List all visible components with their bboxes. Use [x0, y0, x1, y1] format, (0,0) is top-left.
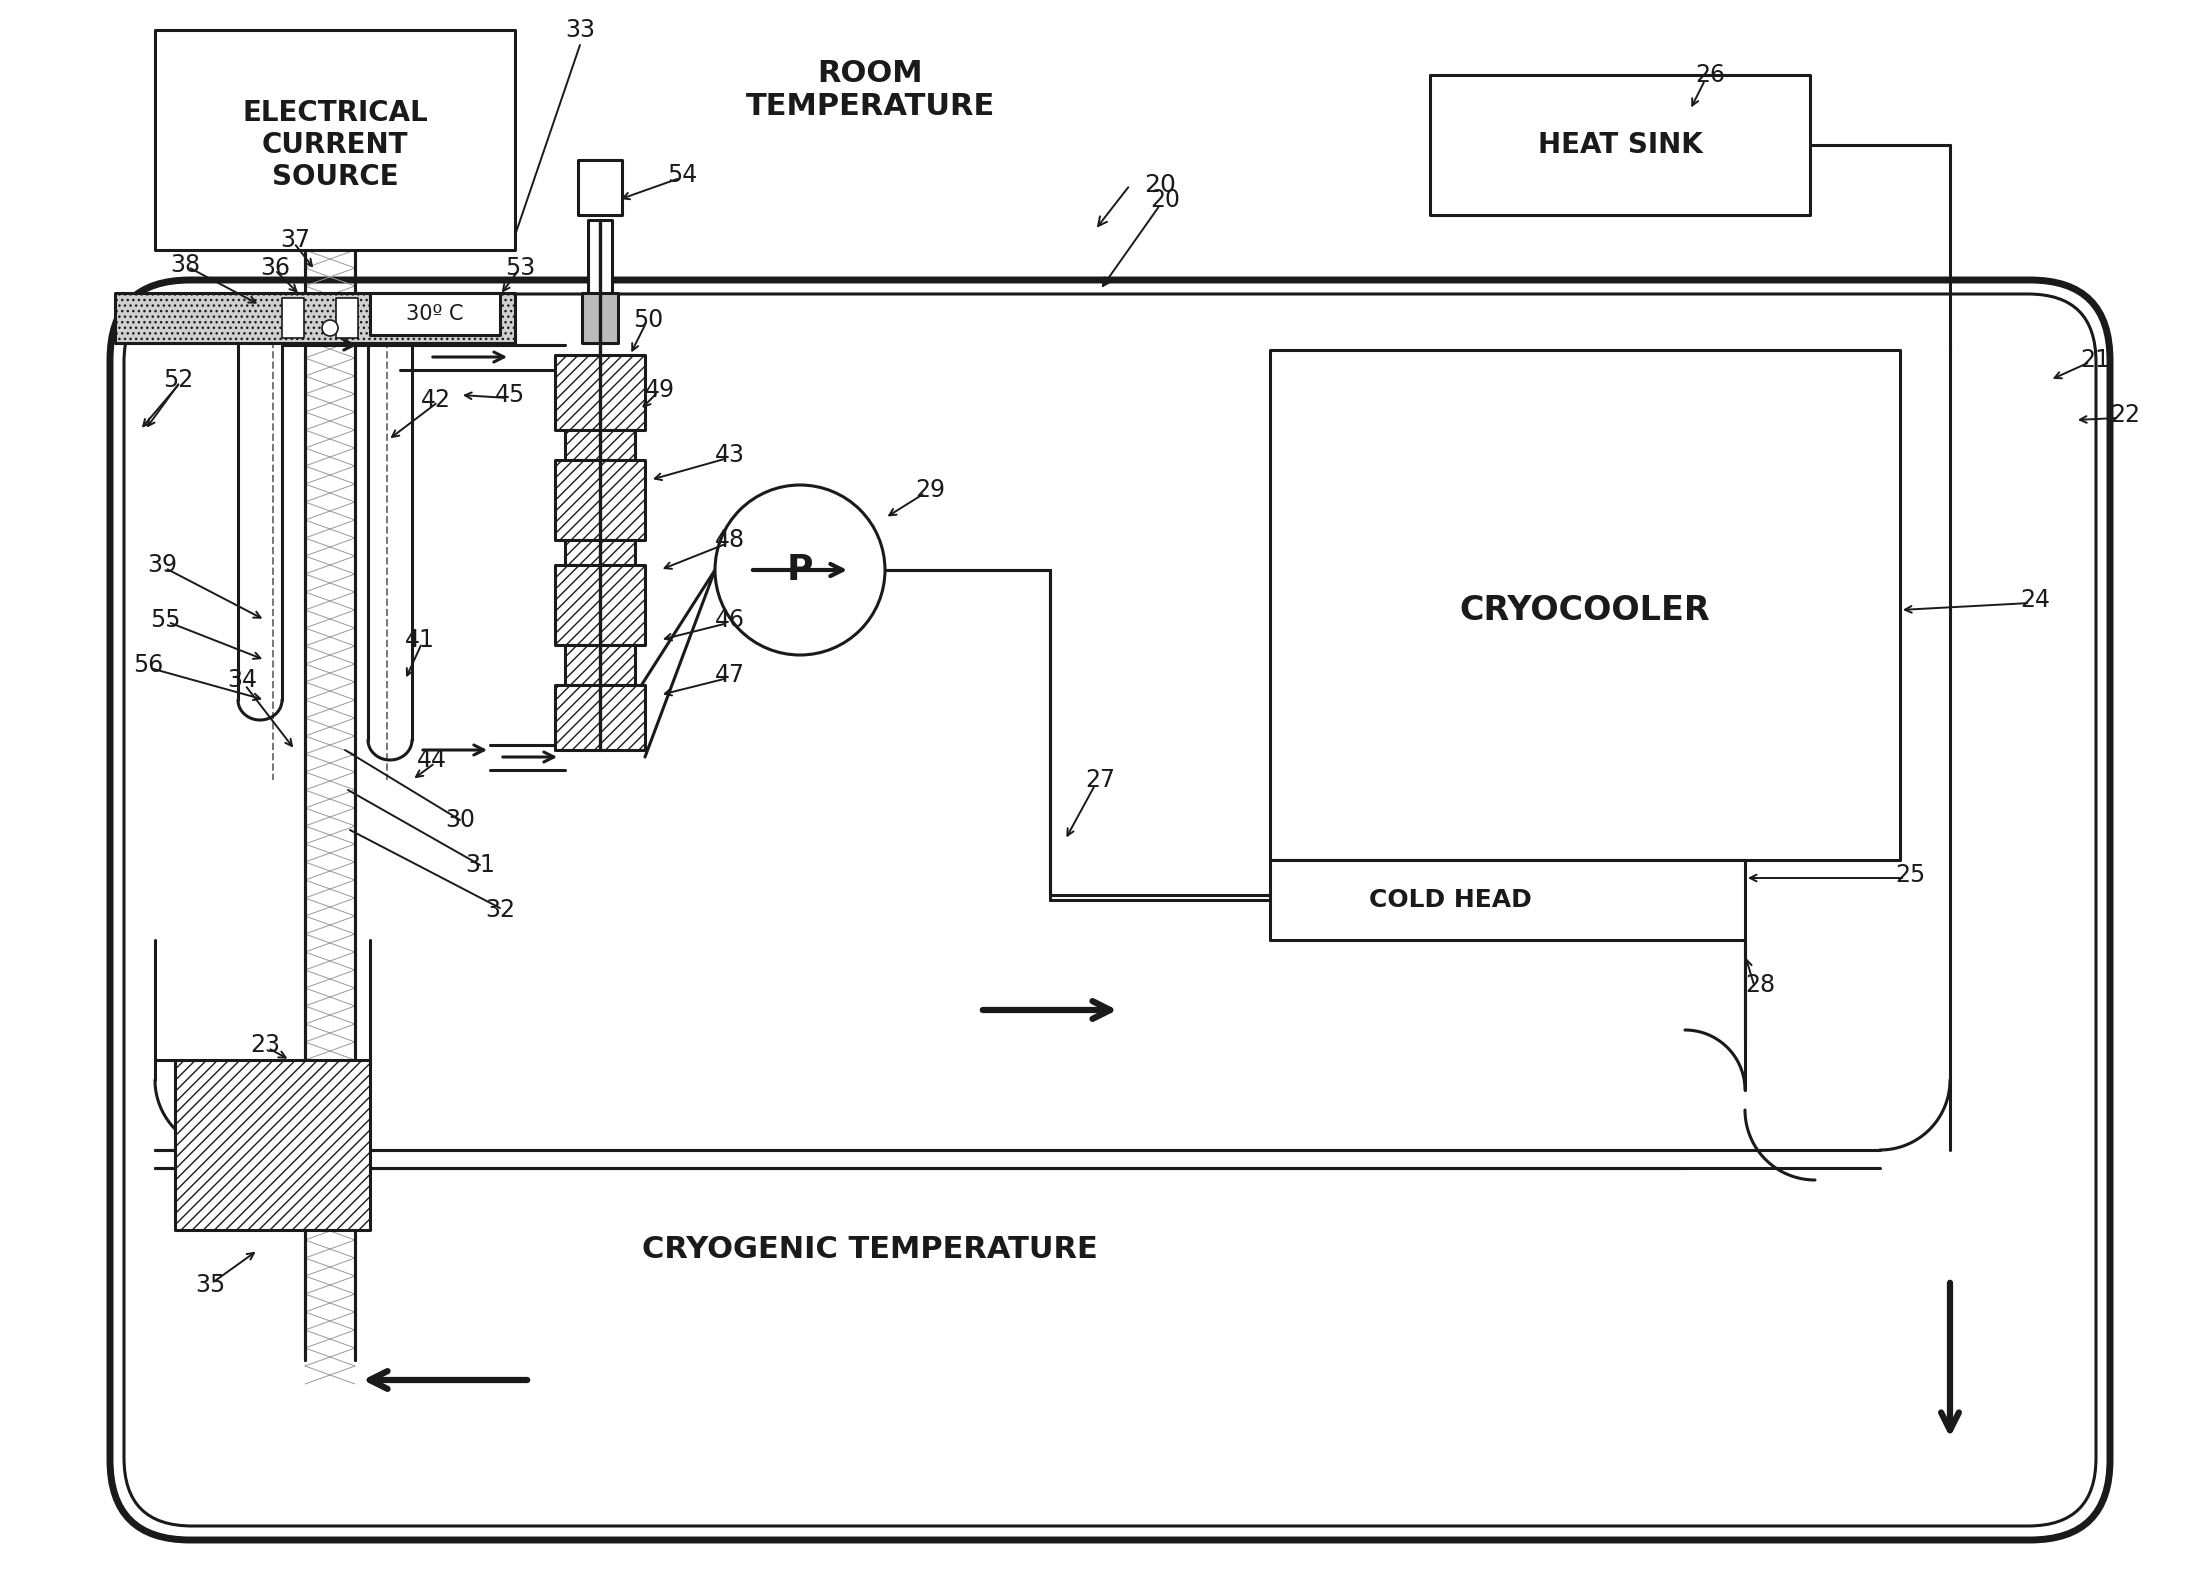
Bar: [1270, 349, 1900, 861]
Text: CRYOGENIC TEMPERATURE: CRYOGENIC TEMPERATURE: [641, 1235, 1098, 1264]
Text: 27: 27: [1084, 769, 1115, 792]
Circle shape: [714, 484, 886, 654]
Text: 52: 52: [163, 368, 194, 392]
Bar: [555, 461, 646, 540]
Bar: [555, 684, 646, 750]
Text: 47: 47: [714, 664, 745, 688]
Text: 23: 23: [249, 1034, 280, 1058]
Bar: [154, 30, 516, 249]
Text: 28: 28: [1746, 973, 1774, 997]
Circle shape: [322, 321, 337, 337]
Text: 21: 21: [2081, 348, 2109, 372]
Bar: [564, 430, 635, 461]
Text: 31: 31: [465, 853, 496, 877]
Text: 39: 39: [148, 553, 176, 576]
Text: 50: 50: [633, 308, 663, 332]
Text: COLD HEAD: COLD HEAD: [1369, 888, 1532, 912]
Bar: [1430, 75, 1809, 214]
Text: 33: 33: [564, 17, 595, 41]
Text: HEAT SINK: HEAT SINK: [1538, 130, 1701, 159]
Bar: [370, 294, 500, 335]
Text: CRYOCOOLER: CRYOCOOLER: [1459, 594, 1710, 627]
Text: 20: 20: [1144, 173, 1177, 197]
Text: 26: 26: [1695, 64, 1726, 87]
Text: ROOM
TEMPERATURE: ROOM TEMPERATURE: [745, 59, 994, 121]
Text: 24: 24: [2021, 588, 2050, 611]
Text: 37: 37: [280, 229, 311, 252]
Text: 36: 36: [260, 256, 291, 279]
Bar: [582, 294, 617, 343]
Text: ELECTRICAL
CURRENT
SOURCE: ELECTRICAL CURRENT SOURCE: [242, 98, 428, 192]
Bar: [564, 645, 635, 684]
Bar: [282, 299, 304, 338]
Text: P: P: [787, 553, 813, 588]
Text: 30º C: 30º C: [406, 303, 463, 324]
FancyBboxPatch shape: [110, 279, 2109, 1540]
Text: 43: 43: [714, 443, 745, 467]
Text: 44: 44: [417, 748, 447, 772]
Bar: [564, 540, 635, 565]
Text: 48: 48: [714, 527, 745, 553]
Text: 55: 55: [150, 608, 181, 632]
Text: 46: 46: [714, 608, 745, 632]
Text: 56: 56: [132, 653, 163, 676]
Bar: [174, 1061, 370, 1231]
Text: 53: 53: [505, 256, 536, 279]
Text: 22: 22: [2109, 403, 2140, 427]
Bar: [577, 160, 622, 214]
Text: 54: 54: [668, 164, 696, 187]
Text: 42: 42: [421, 387, 452, 411]
Text: 34: 34: [227, 669, 258, 692]
Text: 25: 25: [1895, 862, 1924, 888]
Text: 49: 49: [646, 378, 674, 402]
Text: 38: 38: [170, 252, 201, 276]
Text: 35: 35: [194, 1274, 225, 1297]
Bar: [335, 299, 357, 338]
Bar: [115, 294, 516, 343]
Text: 20: 20: [1150, 187, 1179, 213]
Text: 30: 30: [445, 808, 476, 832]
Bar: [555, 356, 646, 430]
Text: 32: 32: [485, 897, 516, 923]
Bar: [588, 221, 613, 314]
Bar: [1270, 861, 1746, 940]
Bar: [555, 565, 646, 645]
Text: 41: 41: [406, 627, 434, 653]
Text: 29: 29: [915, 478, 946, 502]
Text: 45: 45: [496, 383, 525, 407]
